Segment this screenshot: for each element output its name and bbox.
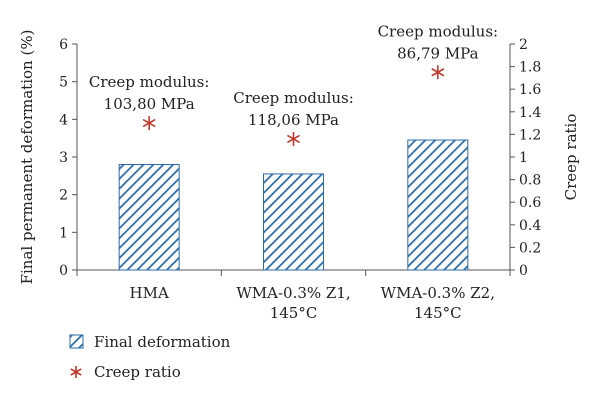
y2-axis-title: Creep ratio	[562, 114, 580, 201]
bar	[263, 173, 324, 271]
annotation-label: Creep modulus:	[233, 89, 354, 107]
x-tick-label: HMA	[130, 284, 169, 302]
y2-tick-label: 0.4	[519, 218, 541, 234]
bar	[118, 164, 180, 271]
marker-stroke	[287, 134, 300, 144]
marker-stroke	[431, 68, 445, 77]
marker-stroke	[142, 118, 156, 128]
bar	[407, 139, 469, 271]
y-axis-title: Final permanent deformation (%)	[18, 30, 36, 285]
marker-stroke	[70, 368, 82, 376]
annotation-label: Creep modulus:	[378, 22, 499, 40]
y2-tick-label: 0.6	[519, 195, 541, 211]
x-tick-label: 145°C	[270, 304, 318, 322]
creep-ratio-point	[287, 131, 300, 146]
creep-ratio-point	[142, 116, 156, 131]
y-tick-label: 4	[59, 112, 68, 128]
annotation-label: 118,06 MPa	[248, 111, 339, 129]
plot-area: 0 1 2 3 4 5 6 0 0.2 0.4 0.6 0.8 1 1.2 1.4 1.6 1.8 2 Final …	[18, 22, 580, 381]
y-tick-label: 6	[59, 37, 68, 53]
legend-label: Creep ratio	[94, 363, 181, 381]
creep-ratio-point	[431, 65, 445, 80]
annotation-label: 86,79 MPa	[397, 44, 478, 62]
y-tick-label: 2	[59, 188, 68, 204]
y2-tick-label: 1	[519, 150, 528, 166]
y2-tick-label: 0.8	[519, 173, 541, 189]
y-tick-label: 5	[59, 75, 68, 91]
legend-label: Final deformation	[94, 333, 231, 351]
y-tick-label: 0	[59, 263, 68, 279]
y2-tick-label: 0.2	[519, 240, 541, 256]
y-tick-label: 3	[59, 150, 68, 166]
annotation-label: 103,80 MPa	[104, 95, 195, 113]
y2-tick-label: 1.8	[519, 60, 541, 76]
legend-swatch-bar	[69, 334, 84, 349]
y-tick-label: 1	[59, 225, 68, 241]
x-tick-label: 145°C	[414, 304, 462, 322]
annotation-label: Creep modulus:	[89, 73, 210, 91]
x-tick-label: WMA-0.3% Z1,	[236, 284, 350, 302]
y2-tick-label: 2	[519, 37, 528, 53]
legend-swatch-marker	[70, 366, 82, 378]
y2-tick-label: 1.2	[519, 127, 541, 143]
y2-tick-label: 1.6	[519, 82, 541, 98]
y2-tick-label: 1.4	[519, 105, 541, 121]
x-tick-label: WMA-0.3% Z2,	[381, 284, 495, 302]
y2-tick-label: 0	[519, 263, 528, 279]
